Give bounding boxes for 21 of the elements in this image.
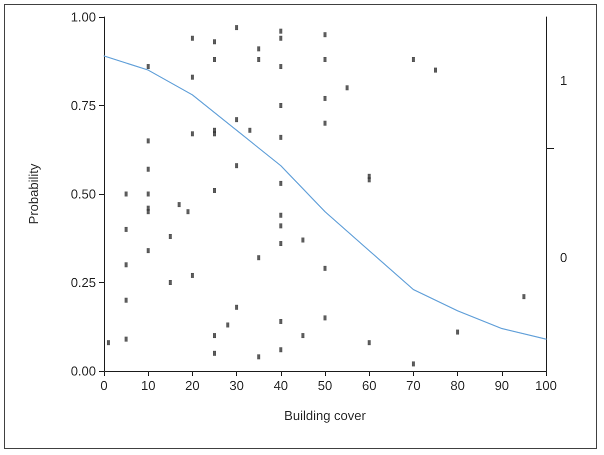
y-tick-label: 0.50 bbox=[70, 186, 96, 202]
x-tick-label: 60 bbox=[362, 378, 376, 393]
x-axis-title: Building cover bbox=[284, 408, 366, 423]
x-tick-label: 10 bbox=[140, 378, 156, 393]
y-tick-label: 0.00 bbox=[70, 364, 96, 378]
x-tick-label: 90 bbox=[494, 378, 510, 393]
y2-tick-label: 1 bbox=[560, 73, 568, 88]
y2-tick-label: 0 bbox=[560, 250, 568, 266]
line-series bbox=[103, 55, 547, 340]
x-tick-label: 40 bbox=[274, 378, 288, 393]
y-tick-label: 1.00 bbox=[70, 10, 96, 24]
y-axis-title: Probability bbox=[26, 163, 41, 224]
y-tick-label: 0.75 bbox=[70, 98, 96, 113]
x-tick-label: 30 bbox=[229, 378, 244, 393]
x-tick-label: 50 bbox=[318, 378, 332, 393]
y-tick-label: 0.25 bbox=[70, 275, 96, 290]
x-tick-label: 80 bbox=[450, 378, 465, 393]
x-tick-label: 100 bbox=[535, 378, 557, 393]
x-tick-label: 70 bbox=[406, 378, 421, 393]
x-tick-label: 20 bbox=[185, 378, 200, 393]
x-tick-label: 0 bbox=[100, 378, 108, 393]
